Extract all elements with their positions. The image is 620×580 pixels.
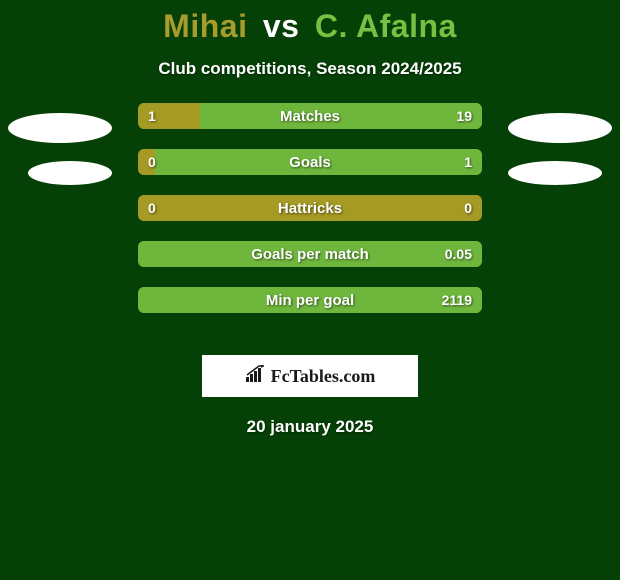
stat-bar-row: Hattricks0 0 — [138, 195, 482, 221]
stat-bar-value-right: 2119 — [442, 287, 472, 313]
stat-bar-label: Goals — [138, 149, 482, 175]
stat-bar-row: Min per goal2119 — [138, 287, 482, 313]
stat-bar-label: Matches — [138, 103, 482, 129]
stat-bar-value-left: 0 — [148, 195, 156, 221]
stat-bar-value-right: 1 — [464, 149, 472, 175]
stat-bar-row: Matches1 19 — [138, 103, 482, 129]
stat-bar-row: Goals0 1 — [138, 149, 482, 175]
brand-logo-box: FcTables.com — [202, 355, 418, 397]
chart-icon — [245, 365, 267, 388]
page-title: Mihai vs C. Afalna — [0, 0, 620, 45]
stat-bar-value-right: 0 — [464, 195, 472, 221]
stat-bar-value-left: 0 — [148, 149, 156, 175]
vs-separator: vs — [263, 8, 300, 44]
player-left-name: Mihai — [163, 8, 247, 44]
avatar-placeholder-left-1 — [8, 113, 112, 143]
avatar-placeholder-left-2 — [28, 161, 112, 185]
player-right-name: C. Afalna — [315, 8, 457, 44]
compare-area: Matches119Goals01Hattricks00Goals per ma… — [0, 113, 620, 343]
avatar-placeholder-right-2 — [508, 161, 602, 185]
comparison-infographic: Mihai vs C. Afalna Club competitions, Se… — [0, 0, 620, 580]
stat-bar-label: Goals per match — [138, 241, 482, 267]
date-line: 20 january 2025 — [0, 417, 620, 437]
brand-logo-text: FcTables.com — [271, 366, 376, 387]
stat-bar-value-right: 0.05 — [445, 241, 472, 267]
stat-bar-row: Goals per match0.05 — [138, 241, 482, 267]
stat-bar-label: Min per goal — [138, 287, 482, 313]
stat-bars: Matches119Goals01Hattricks00Goals per ma… — [138, 103, 482, 333]
stat-bar-value-right: 19 — [456, 103, 472, 129]
stat-bar-label: Hattricks — [138, 195, 482, 221]
subtitle: Club competitions, Season 2024/2025 — [0, 59, 620, 79]
avatar-placeholder-right-1 — [508, 113, 612, 143]
stat-bar-value-left: 1 — [148, 103, 156, 129]
brand-logo: FcTables.com — [245, 365, 376, 388]
